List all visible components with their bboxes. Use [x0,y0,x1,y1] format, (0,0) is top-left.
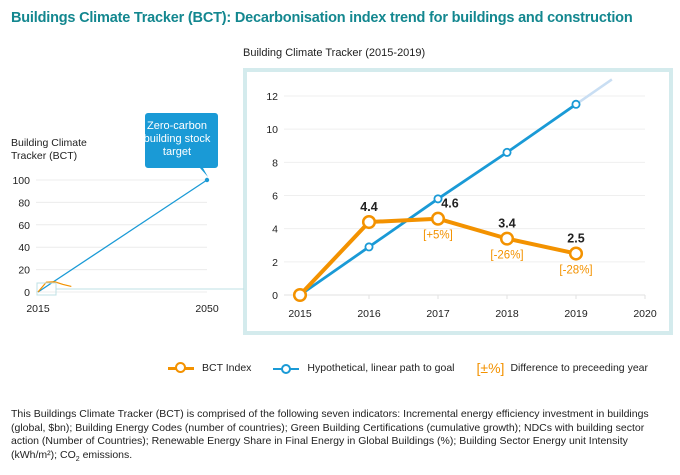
left-y-tick-label: 60 [18,220,30,232]
linear-path-point [433,194,443,204]
legend-label-diff: Difference to preceeding year [510,362,648,374]
left-y-tick-label: 0 [24,287,30,299]
bct-index-point [292,287,308,303]
right-y-tick-label: 0 [272,290,278,302]
right-y-tick-label: 8 [272,157,278,169]
right-y-tick-label: 12 [266,91,278,103]
linear-path-point [364,242,374,252]
right-y-tick-label: 10 [266,124,278,136]
orange-line-marker-icon [168,362,194,374]
linear-path-point [571,99,581,109]
legend-item-diff: [±%] Difference to preceeding year [477,360,648,376]
footnote-text: This Buildings Climate Tracker (BCT) is … [11,408,649,461]
left-y-tick-label: 20 [18,265,30,277]
bct-value-label: 2.5 [567,232,584,246]
right-x-tick-label: 2020 [633,308,657,320]
linear-path-extension [575,78,613,106]
page-title: Buildings Climate Tracker (BCT): Decarbo… [11,10,633,26]
right-chart-title: Building Climate Tracker (2015-2019) [243,47,426,59]
bct-index-point [568,246,584,261]
bct-value-label: 4.4 [360,200,377,214]
callout-text: building stock [144,133,211,145]
footnote-tail: emissions. [79,448,133,461]
callout-text: target [163,146,191,158]
left-chart-y-axis-label: Building Climate Tracker (BCT) [11,137,87,162]
left-y-tick-label: 40 [18,242,30,254]
right-x-tick-label: 2016 [357,308,381,320]
bct-change-label: [+5%] [423,230,453,242]
legend-diff-symbol: [±%] [476,360,505,376]
legend-item-linear: Hypothetical, linear path to goal [273,362,455,374]
left-linear-path-line [37,179,208,293]
legend-label-linear: Hypothetical, linear path to goal [307,362,455,374]
legend-label-bct: BCT Index [202,362,252,374]
legend-item-bct: BCT Index [168,362,251,374]
bct-index-point [499,231,515,246]
blue-line-marker-icon [273,362,300,374]
right-y-tick-label: 4 [272,224,278,236]
linear-path-point [502,147,512,157]
callout-text: Zero-carbon [147,120,207,132]
bct-change-label: [-28%] [559,265,592,277]
left-target-point [204,177,210,183]
right-x-tick-label: 2017 [426,308,450,320]
right-x-tick-label: 2015 [288,308,312,320]
bct-index-point [361,214,377,230]
left-bct-line [37,281,72,293]
bct-index-point [430,211,446,226]
bct-value-label: 4.6 [441,197,458,211]
left-x-tick-label: 2050 [195,303,219,315]
left-y-tick-label: 100 [12,175,30,187]
footnote-subscript: 2 [75,455,80,463]
legend: BCT Index Hypothetical, linear path to g… [168,360,670,376]
bct-value-label: 3.4 [498,217,515,231]
right-y-tick-label: 6 [272,191,278,203]
footnote: This Buildings Climate Tracker (BCT) is … [11,408,671,466]
right-x-tick-label: 2018 [495,308,519,320]
bct-change-label: [-26%] [490,250,523,262]
right-y-tick-label: 2 [272,257,278,269]
left-y-tick-label: 80 [18,197,30,209]
left-x-tick-label: 2015 [26,303,50,315]
zoom-frame [243,68,673,335]
callout-box [140,113,218,177]
right-x-tick-label: 2019 [564,308,588,320]
